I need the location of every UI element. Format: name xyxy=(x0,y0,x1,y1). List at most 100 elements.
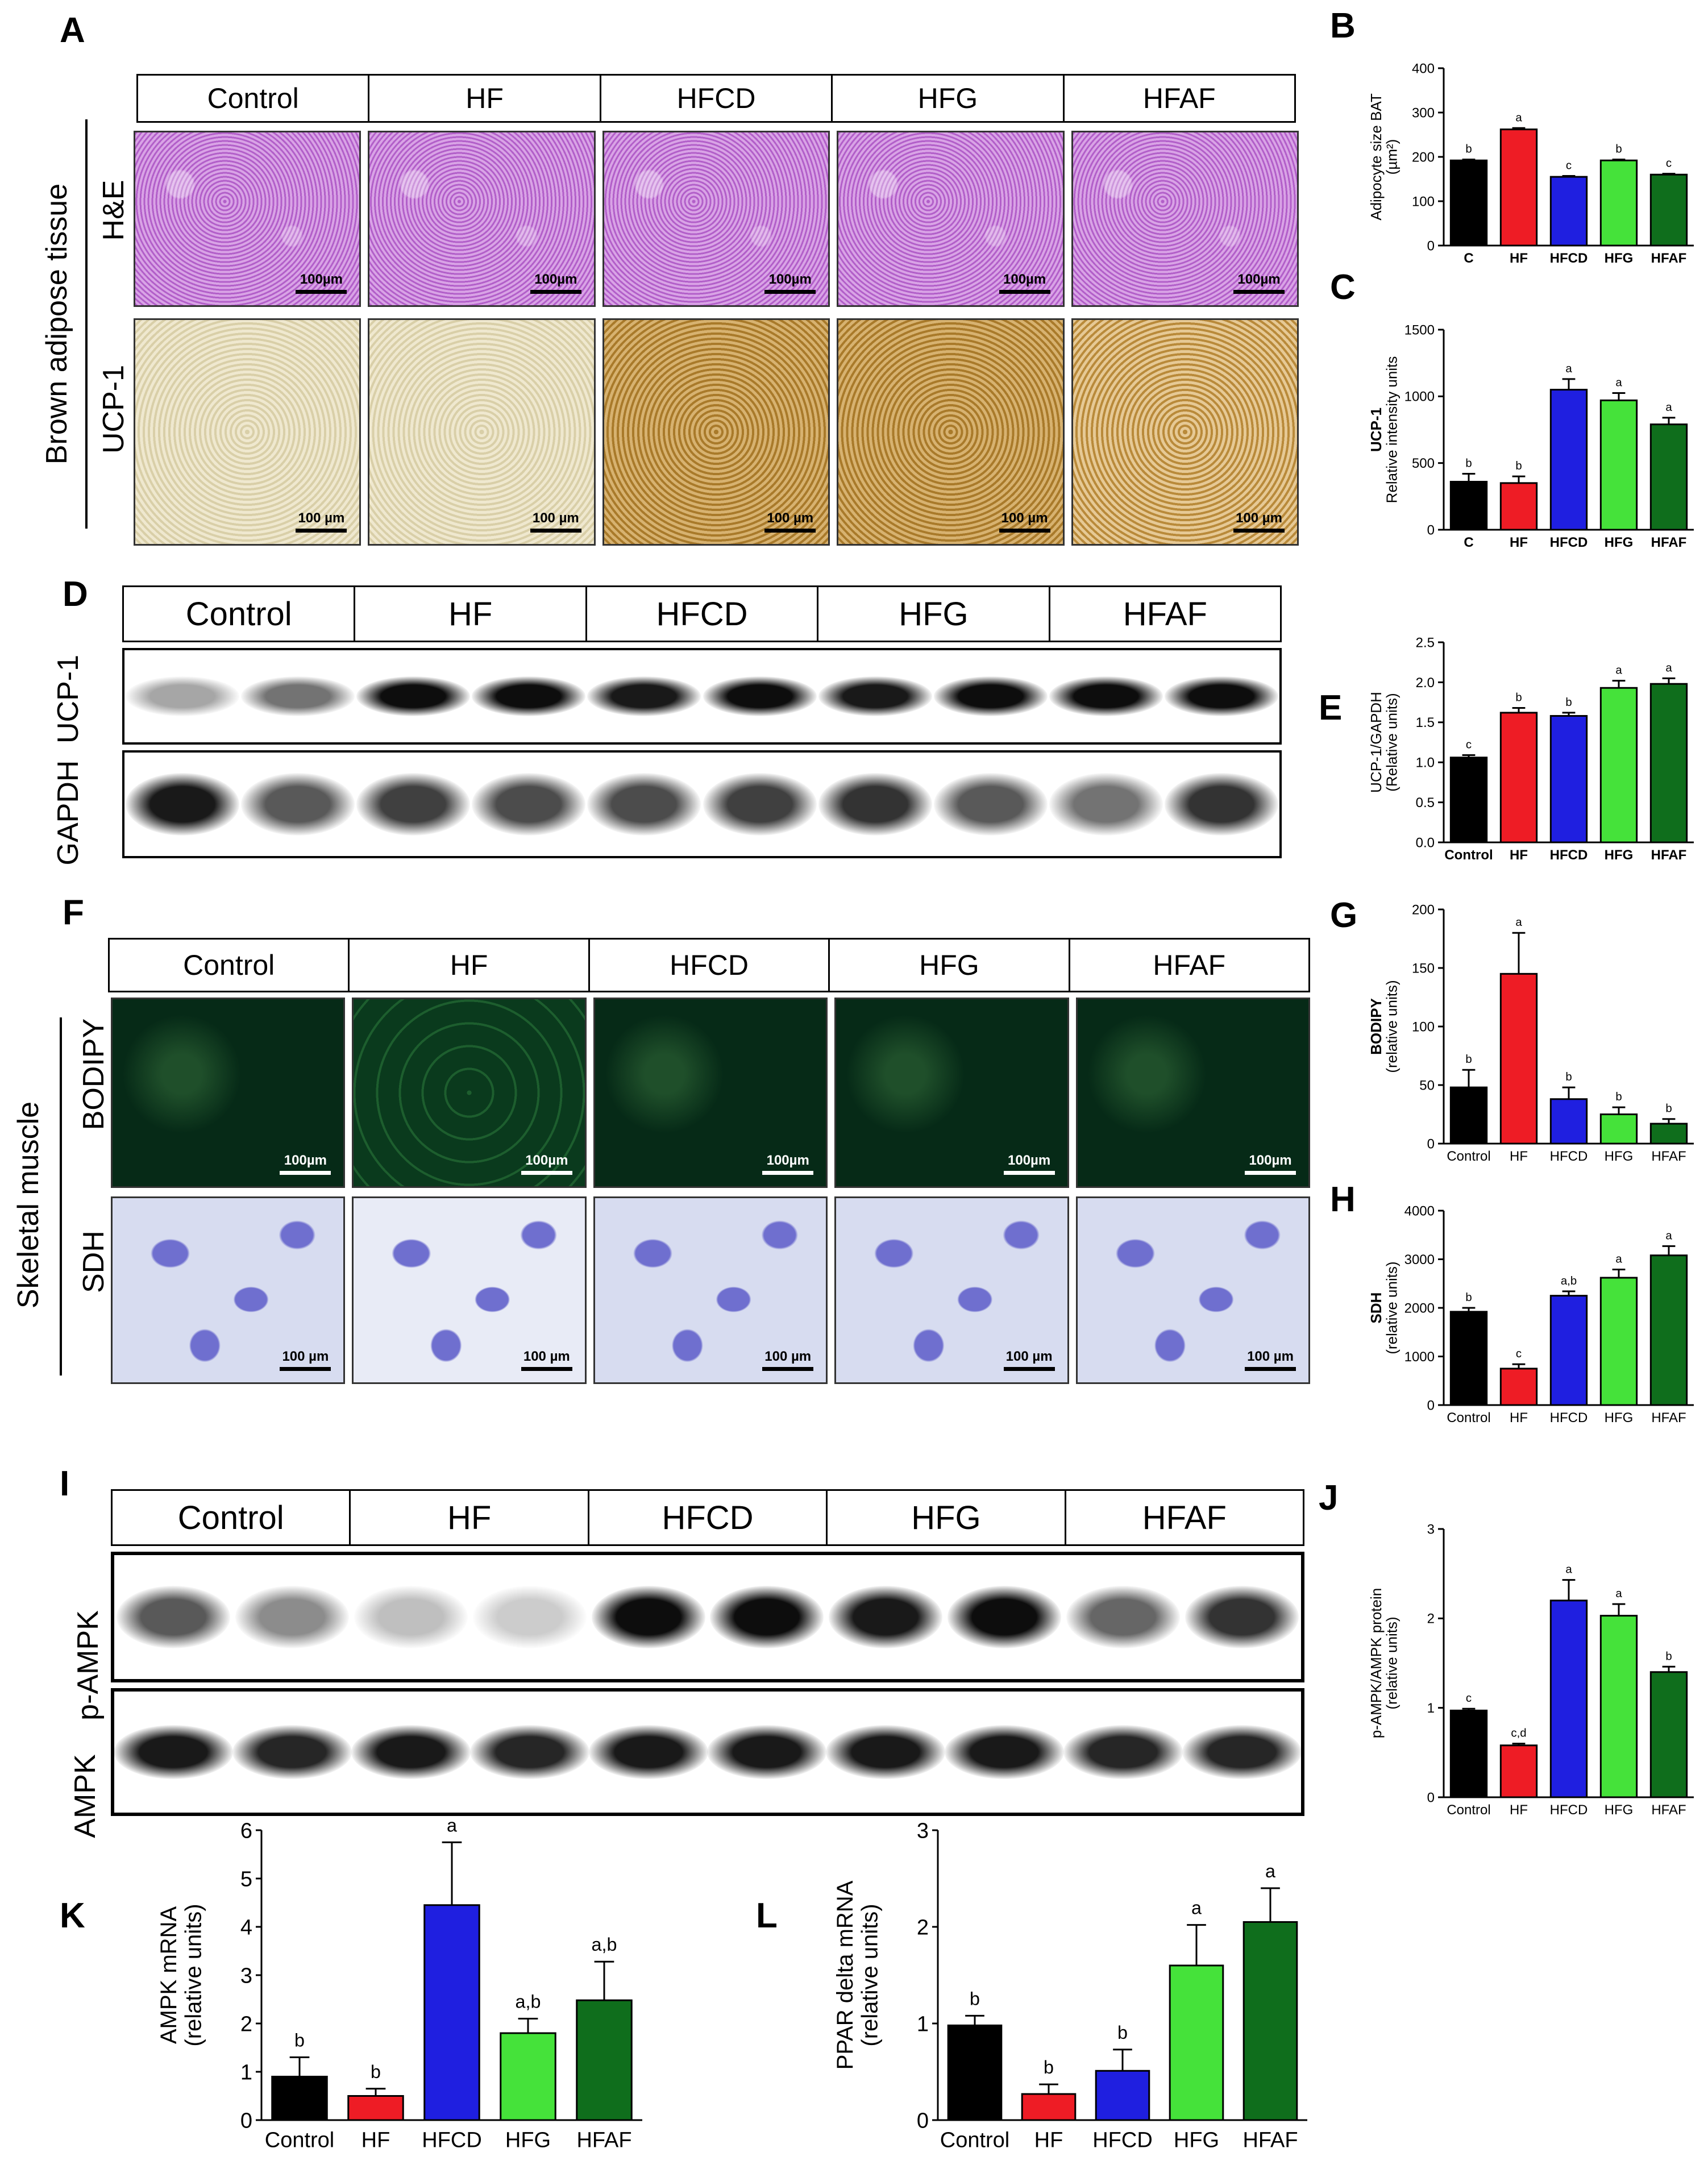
blot-band xyxy=(472,1586,587,1648)
chart-e-ucp1-gapdh: 0.0 0.5 1.0 1.5 2.0 2.5 UCP-1/GAPDH(Relative u… xyxy=(1368,635,1694,863)
y-tick-label: 0.5 xyxy=(1416,795,1435,811)
significance-label: c,d xyxy=(1511,1727,1526,1740)
y-tick-label: 6 xyxy=(240,1819,252,1843)
ucp1-western-blot xyxy=(122,648,1282,745)
category-label: HF xyxy=(1510,1802,1528,1818)
header-hf: HF xyxy=(351,1491,589,1544)
blot-band xyxy=(351,1725,471,1779)
category-label: HFG xyxy=(1605,1149,1634,1164)
panel-letter-l: L xyxy=(756,1896,778,1935)
significance-label: a xyxy=(1265,1861,1275,1881)
skeletal-muscle-label: Skeletal muscle xyxy=(12,1101,45,1309)
significance-label: a xyxy=(1515,916,1522,929)
blot-band xyxy=(240,773,355,836)
chart-l-ppar-delta-mrna: 0 1 2 3 PPAR delta mRNA (relative units) b Cont… xyxy=(833,1819,1307,2152)
significance-label: b xyxy=(1515,691,1522,704)
blot-band xyxy=(114,1725,234,1779)
blot-band xyxy=(354,1586,468,1648)
y-tick-label: 3 xyxy=(917,1819,929,1843)
header-hfaf: HFAF xyxy=(1142,82,1216,114)
significance-label: b xyxy=(1615,1091,1622,1103)
y-axis-label: p-AMPK/AMPK protein xyxy=(1368,1588,1385,1738)
panel-letter-d: D xyxy=(63,575,88,614)
y-tick-label: 2 xyxy=(1427,1611,1435,1627)
significance-label: b xyxy=(1665,1650,1672,1663)
y-tick-label: 3000 xyxy=(1404,1252,1435,1268)
y-axis-label-units: (µm²) xyxy=(1383,139,1401,175)
significance-label: b xyxy=(294,2030,305,2051)
ucp1-image-hfcd: 100 µm xyxy=(602,318,830,546)
significance-label: c xyxy=(1666,157,1672,170)
blot-band xyxy=(945,1725,1064,1779)
bar xyxy=(1499,128,1538,247)
blot-band xyxy=(240,676,355,716)
bar xyxy=(1449,1709,1488,1798)
sdh-image-hf: 100 µm xyxy=(352,1196,587,1384)
y-tick-label: 150 xyxy=(1412,961,1435,976)
y-tick-label: 2 xyxy=(917,1915,929,1939)
bar xyxy=(1499,1744,1538,1798)
header-hfaf: HFAF xyxy=(1153,949,1226,981)
he-image-hfcd: 100µm xyxy=(602,131,830,307)
sdh-image-hfcd: 100 µm xyxy=(593,1196,828,1384)
bar xyxy=(1649,1254,1688,1406)
category-label: HFCD xyxy=(1550,251,1588,266)
ucp1-image-row: 100 µm 100 µm 100 µm 100 µm 100 µm xyxy=(134,318,1299,546)
bar xyxy=(1599,687,1638,843)
category-label: Control xyxy=(940,2129,1010,2152)
bar xyxy=(1499,482,1538,531)
y-tick-label: 1 xyxy=(240,2060,252,2084)
category-label: HFAF xyxy=(1651,847,1687,863)
blot-band xyxy=(587,676,701,716)
y-tick-label: 1500 xyxy=(1404,322,1435,338)
bar xyxy=(1499,712,1538,843)
y-tick-label: 4 xyxy=(240,1915,252,1939)
scale-label: 100µm xyxy=(300,272,343,287)
significance-label: a xyxy=(1615,664,1622,677)
bar xyxy=(1449,159,1488,247)
category-label: HFG xyxy=(505,2129,551,2152)
significance-label: a,b xyxy=(592,1934,617,1955)
scale-label: 100 µm xyxy=(532,510,579,526)
category-label: Control xyxy=(1444,847,1493,863)
blot-band xyxy=(232,1725,352,1779)
bar xyxy=(1649,1671,1688,1798)
significance-label: a xyxy=(447,1819,457,1835)
bar xyxy=(1549,176,1588,247)
y-tick-label: 0 xyxy=(917,2109,929,2133)
significance-label: a xyxy=(1665,1229,1672,1242)
blot-band xyxy=(117,1586,231,1648)
chart-k-ampk-mrna: 0 1 2 3 4 5 6 AMPK mRNA (relative units) b Control… xyxy=(156,1819,642,2152)
blot-band xyxy=(472,773,586,836)
panel-f-group-header: Control HF HFCD HFG HFAF xyxy=(108,938,1310,992)
he-image-hf: 100µm xyxy=(368,131,596,307)
bar xyxy=(1499,973,1538,1145)
header-hf: HF xyxy=(369,76,601,121)
significance-label: a xyxy=(1565,363,1572,375)
y-tick-label: 0 xyxy=(1427,1790,1435,1805)
ucp1-blot-label: UCP-1 xyxy=(52,654,85,744)
header-hf: HF xyxy=(350,940,590,991)
category-label: Control xyxy=(1447,1802,1490,1818)
significance-label: a,b xyxy=(516,1992,541,2012)
significance-label: a xyxy=(1665,401,1672,414)
y-tick-label: 1000 xyxy=(1404,389,1435,405)
significance-label: b xyxy=(1044,2057,1054,2077)
ucp1-image-hf: 100 µm xyxy=(368,318,596,546)
significance-label: b xyxy=(1465,143,1472,156)
panel-letter-i: I xyxy=(60,1464,70,1503)
bodipy-image-hf: 100µm xyxy=(352,998,587,1188)
blot-band xyxy=(818,773,932,836)
bar xyxy=(1095,2070,1150,2121)
scale-label: 100µm xyxy=(768,272,812,287)
bar xyxy=(1549,1295,1588,1406)
bar xyxy=(1021,2093,1077,2121)
blot-band xyxy=(710,1586,824,1648)
y-tick-label: 2.5 xyxy=(1416,635,1435,650)
category-label: HF xyxy=(1510,1149,1528,1164)
category-label: HFCD xyxy=(1550,535,1588,550)
bar xyxy=(1599,159,1638,247)
significance-label: a xyxy=(1665,662,1672,674)
header-hfcd: HFCD xyxy=(589,1491,828,1544)
sdh-image-row: 100 µm 100 µm 100 µm 100 µm 100 µm xyxy=(111,1196,1311,1384)
